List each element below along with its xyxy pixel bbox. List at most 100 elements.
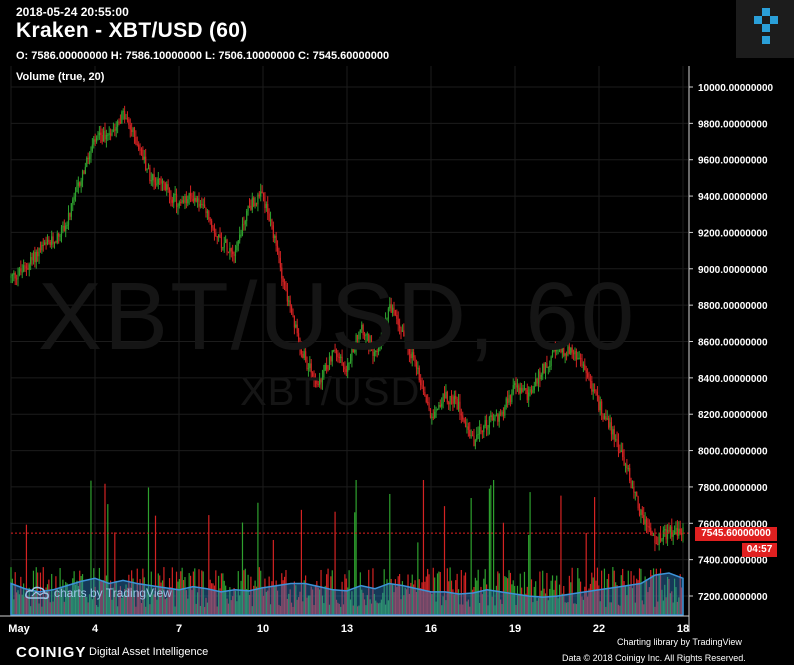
candle-body [202, 204, 204, 206]
candle-body [319, 379, 321, 385]
candle-body [63, 225, 65, 232]
candle-body [170, 195, 172, 200]
candle-body [69, 212, 71, 217]
candlesticks [10, 105, 684, 552]
candle-body [609, 422, 611, 428]
candle-body [627, 468, 629, 470]
candle-body [25, 266, 28, 269]
candle-body [648, 526, 650, 528]
candle-body [268, 213, 270, 222]
candle-body [594, 389, 596, 391]
candle-body [599, 401, 601, 411]
x-tick-label: 7 [176, 623, 182, 635]
candle-body [678, 528, 680, 537]
candle-body [351, 347, 353, 361]
volume-ma-area-path [10, 572, 684, 616]
volume-study-label[interactable]: Volume (true, 20) [16, 71, 105, 83]
candle-body [208, 211, 210, 220]
candle-body [478, 426, 481, 435]
candle-body [355, 334, 357, 349]
candle-body [415, 362, 418, 369]
y-tick-label: 7400.00000000 [698, 556, 768, 567]
y-tick-label: 7200.00000000 [698, 592, 768, 603]
candle-body [347, 363, 349, 372]
x-tick-label: 4 [92, 623, 99, 635]
candle-body [500, 413, 502, 415]
candle-body [105, 134, 107, 140]
candle-body [431, 416, 433, 418]
candle-body [528, 392, 530, 401]
candle-body [219, 234, 221, 238]
candle-body [470, 435, 472, 437]
candle-body [645, 519, 648, 526]
candle-body [462, 415, 464, 420]
candle-body [522, 388, 524, 392]
candle-body [73, 196, 75, 200]
candle-body [201, 203, 203, 205]
candle-body [218, 234, 220, 238]
candle-body [615, 439, 617, 441]
candle-body [66, 224, 68, 226]
footer-brand[interactable]: COINIGY [16, 644, 87, 661]
candle-body [204, 204, 206, 208]
candle-body [18, 268, 21, 275]
candle-body [251, 197, 253, 210]
candle-body [163, 180, 165, 184]
candle-body [619, 451, 621, 453]
candle-body [549, 366, 551, 368]
candle-body [199, 203, 201, 207]
candle-body [31, 257, 33, 261]
candle-body [28, 264, 30, 270]
candle-body [129, 125, 131, 130]
candle-body [413, 352, 415, 358]
x-tick-label: 13 [341, 623, 353, 635]
candle-body [194, 197, 196, 202]
candle-body [354, 348, 356, 353]
candle-body [326, 364, 328, 370]
candle-body [282, 278, 284, 282]
candle-body [575, 351, 577, 360]
candle-body [139, 149, 141, 151]
coinigy-logo-icon [736, 0, 794, 58]
candle-body [143, 156, 145, 160]
candle-body [488, 416, 490, 428]
candle-body [643, 515, 645, 525]
candle-body [226, 239, 228, 252]
y-tick-label: 9000.00000000 [698, 265, 768, 276]
candle-body [556, 348, 558, 352]
candle-body [191, 195, 193, 199]
candle-body [16, 278, 18, 280]
candle-body [310, 363, 312, 373]
candle-body [391, 307, 394, 313]
candle-body [175, 193, 178, 207]
candle-body [111, 131, 113, 136]
candle-body [620, 450, 622, 453]
tradingview-badge[interactable]: charts by TradingView [24, 585, 172, 601]
candle-body [671, 526, 673, 537]
x-tick-label: 16 [425, 623, 437, 635]
charting-library-credit[interactable]: Charting library by TradingView [617, 637, 742, 647]
candle-body [589, 380, 592, 382]
volume-ma-area [10, 572, 684, 616]
candle-body [222, 247, 224, 249]
candle-body [135, 136, 137, 144]
candle-body [676, 527, 678, 537]
candle-body [439, 404, 441, 407]
candle-body [122, 111, 124, 113]
y-tick-label: 7600.00000000 [698, 519, 768, 530]
candle-body [100, 132, 102, 135]
candle-body [536, 378, 538, 384]
candle-body [631, 487, 634, 489]
candle-body [563, 347, 565, 356]
candle-body [540, 374, 542, 379]
candle-body [668, 529, 670, 532]
candle-body [553, 348, 555, 352]
candle-body [255, 203, 258, 205]
candle-body [37, 251, 39, 257]
candle-body [62, 225, 64, 228]
candle-body [46, 239, 49, 245]
candle-body [323, 370, 325, 378]
candle-body [401, 330, 404, 332]
candle-body [108, 133, 110, 135]
